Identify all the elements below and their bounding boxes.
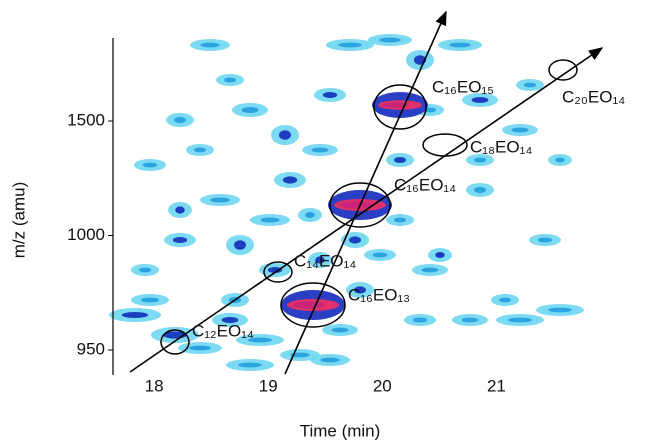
heat-spot [354,286,366,294]
x-tick-label: 18 [145,376,164,395]
annotation-ring [329,182,391,228]
heat-spot [315,256,325,264]
x-axis-title: Time (min) [300,421,381,440]
heat-spot [394,157,406,163]
heat-spot [139,267,151,273]
heat-spot [121,312,149,318]
annotation-label: C₁₈EO₁₄ [470,137,532,156]
heat-spot [379,37,401,43]
heat-spot [279,130,291,140]
annotation-ring [160,329,190,355]
heat-spot [305,212,315,218]
x-tick-label: 20 [373,376,392,395]
trend-arrow [284,10,447,375]
heat-spot [174,117,186,123]
heat-spot [474,157,486,163]
heat-spot [471,97,489,103]
heat-spot [372,252,388,258]
heat-spot [499,297,511,303]
y-tick-label: 950 [77,339,105,358]
heat-spot [282,176,298,184]
annotation-ring [280,282,346,328]
heat-spot [210,197,230,203]
heat-spot [311,147,329,153]
heat-spot [322,92,338,98]
annotation-ring [263,261,293,283]
annotation-label: C₁₆EO₁₃ [348,285,410,304]
heat-spot [548,307,572,313]
annotation-label: C₁₂EO₁₄ [192,321,254,340]
heat-spot [449,42,471,48]
heat-spot [537,237,553,243]
heat-spot [474,187,486,193]
heat-spot [424,107,436,113]
heat-spot [290,352,310,358]
heat-spot [524,82,536,88]
heat-spot [421,267,439,273]
heat-spot [141,297,159,303]
heat-spot [194,147,206,153]
y-axis-title: m/z (amu) [9,182,28,259]
annotation-label: C₂₀EO₁₄ [562,87,625,106]
heat-spot [248,337,272,343]
heat-spot [461,317,479,323]
trend-arrow [129,47,604,373]
heat-spot [234,240,246,250]
heat-spot [511,127,529,133]
heat-spot [224,77,236,83]
x-tick-label: 21 [487,376,506,395]
heat-spot [394,217,406,223]
annotation-label: C₁₆EO₁₄ [394,175,456,194]
annotation-ring [422,133,468,157]
heat-spot [412,317,428,323]
heat-spot [435,252,445,258]
heat-spot [142,162,158,168]
heat-spot [340,201,372,209]
x-tick-label: 19 [259,376,278,395]
y-tick-label: 1000 [67,225,105,244]
heat-spot [172,237,188,243]
heat-spot [238,362,262,368]
heat-spot [221,317,239,323]
annotation-label: C₁₄EO₁₄ [294,251,356,270]
y-tick-label: 1500 [67,110,105,129]
heat-spot [260,217,280,223]
heat-spot [175,206,185,214]
heat-spot [189,345,211,351]
heat-spot [331,327,349,333]
heat-spot [382,102,410,108]
annotation-ring [373,84,427,130]
heat-spot [349,236,361,244]
heat-spot [555,157,565,163]
heatmap [109,34,584,371]
heat-spot [241,107,259,113]
heat-spot [338,42,362,48]
heat-spot [320,357,340,363]
heat-spot [200,42,220,48]
heat-spot [267,267,283,273]
heat-spot [508,317,532,323]
annotation-label: C₁₆EO₁₅ [432,77,494,96]
annotation-ring [548,59,578,81]
heat-spot [293,301,325,309]
